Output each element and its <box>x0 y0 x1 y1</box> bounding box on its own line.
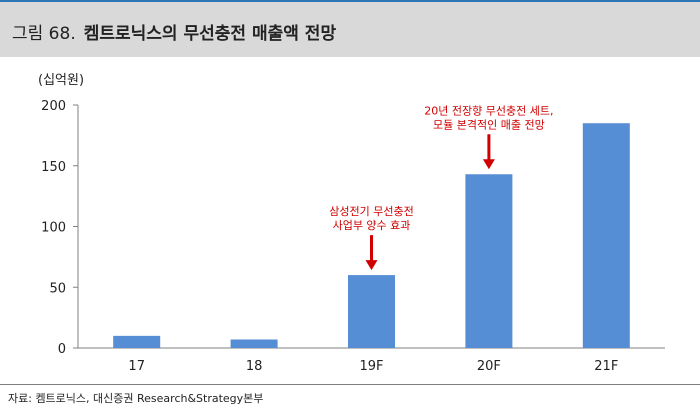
y-tick-label: 100 <box>41 221 66 236</box>
y-tick-label: 0 <box>58 342 66 357</box>
annotation-arrow-head <box>482 159 495 170</box>
bar-21F <box>582 123 630 348</box>
figure-title: 그림 68. 켐트로닉스의 무선충전 매출액 전망 <box>12 19 336 44</box>
x-tick-label: 19F <box>359 359 383 374</box>
y-tick-label: 200 <box>41 99 66 114</box>
top-rule <box>0 0 700 2</box>
title-bar: 그림 68. 켐트로닉스의 무선충전 매출액 전망 <box>0 2 700 57</box>
annotation-text: 삼성전기 무선충전 <box>329 205 413 218</box>
bar-19F <box>348 275 395 348</box>
chart-title: 켐트로닉스의 무선충전 매출액 전망 <box>83 24 337 44</box>
figure-label: 그림 68. <box>12 24 76 44</box>
source-note: 자료: 켐트로닉스, 대신증권 Research&Strategy본부 <box>8 392 264 405</box>
bar-20F <box>465 174 513 348</box>
y-unit-label: (십억원) <box>38 73 84 88</box>
revenue-bar-chart: (십억원) 0 50 100 150 200 17 18 19F 20F 21F 삼성전기 무선충전사… <box>38 73 665 374</box>
annotation-text: 모듈 본격적인 매출 전망 <box>433 118 545 131</box>
y-tick-label: 150 <box>41 160 66 175</box>
x-tick-label: 17 <box>128 359 145 374</box>
annotation-arrow-head <box>365 260 378 271</box>
source-divider <box>0 384 700 385</box>
x-tick-label: 20F <box>477 359 501 374</box>
annotation-text: 20년 전장향 무선충전 세트, <box>424 104 553 117</box>
annotation-text: 사업부 양수 효과 <box>333 219 411 232</box>
x-tick-label: 21F <box>594 359 618 374</box>
y-tick-label: 50 <box>49 281 66 296</box>
bar-18 <box>230 339 278 348</box>
x-tick-label: 18 <box>246 359 263 374</box>
bar-17 <box>113 335 161 348</box>
